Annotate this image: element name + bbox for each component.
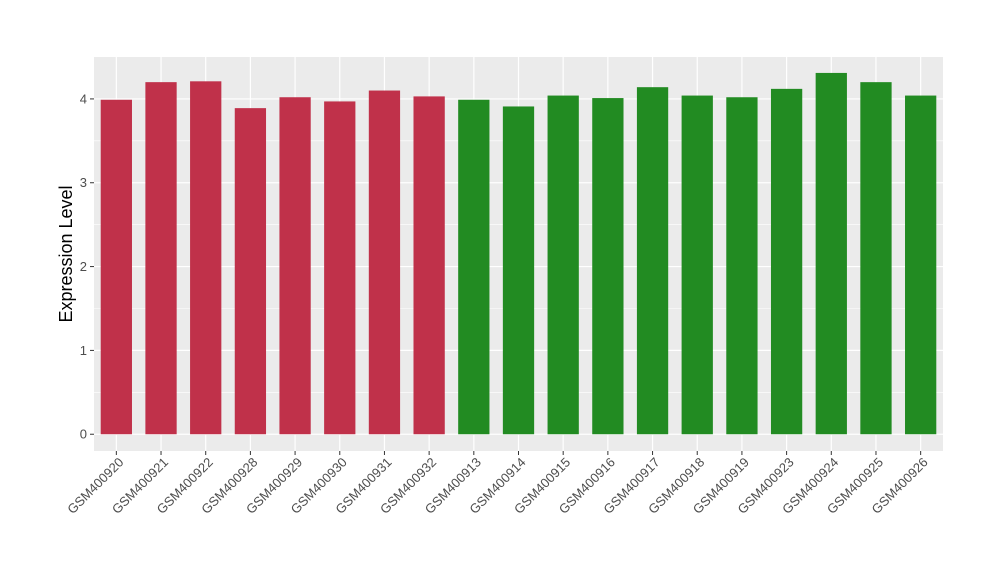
- bar: [324, 101, 356, 435]
- bar: [458, 99, 490, 435]
- y-tick-label: 4: [80, 91, 87, 106]
- bar: [726, 97, 758, 435]
- bar: [100, 99, 132, 435]
- bar: [145, 82, 177, 435]
- bar: [502, 106, 535, 435]
- bar: [860, 82, 892, 435]
- bar: [279, 97, 311, 435]
- bar: [547, 95, 579, 435]
- bar: [905, 95, 937, 435]
- bar: [368, 90, 401, 435]
- y-axis: 0 1 2 3 4: [80, 91, 94, 442]
- bar: [770, 88, 803, 435]
- x-axis: GSM400920GSM400921GSM400922GSM400928GSM4…: [64, 451, 931, 517]
- bar: [413, 96, 445, 435]
- bar: [592, 98, 624, 435]
- bar: [815, 72, 847, 435]
- y-tick-label: 2: [80, 259, 87, 274]
- y-axis-title: Expression Level: [56, 185, 76, 322]
- y-tick-label: 0: [80, 427, 87, 442]
- bar: [681, 95, 713, 435]
- bar: [190, 81, 222, 435]
- bar: [636, 87, 669, 435]
- bar: [234, 108, 267, 435]
- bars: [100, 72, 937, 435]
- y-tick-label: 1: [80, 343, 87, 358]
- y-tick-label: 3: [80, 175, 87, 190]
